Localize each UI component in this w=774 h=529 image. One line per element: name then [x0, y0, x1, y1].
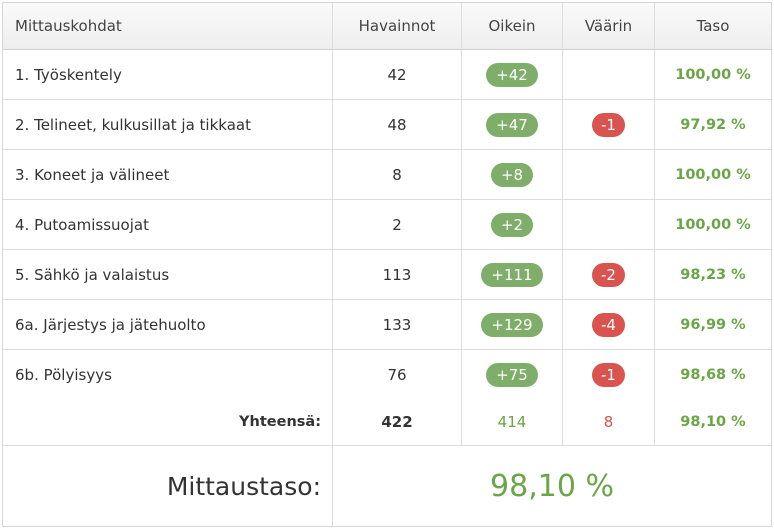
totals-level: 98,10 %: [680, 414, 746, 430]
header-correct: Oikein: [462, 3, 563, 49]
row-correct: +75: [462, 350, 563, 400]
row-observations: 2: [333, 200, 462, 249]
totals-correct: 414: [462, 399, 563, 445]
row-level: 100,00 %: [675, 216, 751, 233]
correct-badge: +47: [486, 112, 538, 137]
row-level: 100,00 %: [675, 166, 751, 183]
row-wrong: -2: [563, 250, 655, 299]
row-wrong: -1: [563, 100, 655, 149]
table-row: 1. Työskentely 42 +42 100,00 %: [3, 50, 771, 100]
correct-badge: +8: [490, 162, 534, 187]
table-row: 3. Koneet ja välineet 8 +8 100,00 %: [3, 150, 771, 200]
wrong-badge: -1: [592, 112, 625, 137]
summary-label: Mittaustaso:: [3, 446, 333, 526]
correct-badge: +75: [486, 363, 538, 387]
row-correct: +42: [462, 50, 563, 99]
table-row: 4. Putoamissuojat 2 +2 100,00 %: [3, 200, 771, 250]
totals-row: Yhteensä: 422 414 8 98,10 %: [3, 399, 771, 446]
row-label: 2. Telineet, kulkusillat ja tikkaat: [3, 100, 333, 149]
table-header: Mittauskohdat Havainnot Oikein Väärin Ta…: [3, 3, 771, 50]
row-label: 5. Sähkö ja valaistus: [3, 250, 333, 299]
row-correct: +111: [462, 250, 563, 299]
wrong-badge: -4: [592, 312, 625, 337]
row-wrong: [563, 150, 655, 199]
row-observations: 42: [333, 50, 462, 99]
row-level: 98,68 %: [680, 367, 746, 383]
header-item: Mittauskohdat: [3, 3, 333, 49]
row-label: 6b. Pölyisyys: [3, 350, 333, 400]
row-correct: +2: [462, 200, 563, 249]
row-wrong: -4: [563, 300, 655, 349]
wrong-badge: -2: [592, 262, 625, 287]
table-row: 6a. Järjestys ja jätehuolto 133 +129 -4 96,9…: [3, 300, 771, 350]
correct-badge: +2: [490, 212, 534, 237]
summary-value: 98,10 %: [490, 468, 614, 504]
row-correct: +129: [462, 300, 563, 349]
row-correct: +47: [462, 100, 563, 149]
row-observations: 8: [333, 150, 462, 199]
summary-row: Mittaustaso: 98,10 %: [3, 446, 771, 526]
row-label: 3. Koneet ja välineet: [3, 150, 333, 199]
table-row: 2. Telineet, kulkusillat ja tikkaat 48 +47…: [3, 100, 771, 150]
row-label: 4. Putoamissuojat: [3, 200, 333, 249]
header-observations: Havainnot: [333, 3, 462, 49]
totals-wrong: 8: [563, 399, 655, 445]
correct-badge: +129: [481, 312, 543, 337]
correct-badge: +111: [481, 262, 543, 287]
row-level: 96,99 %: [680, 316, 746, 333]
row-observations: 48: [333, 100, 462, 149]
row-label: 6a. Järjestys ja jätehuolto: [3, 300, 333, 349]
row-observations: 133: [333, 300, 462, 349]
row-observations: 113: [333, 250, 462, 299]
row-wrong: [563, 50, 655, 99]
row-correct: +8: [462, 150, 563, 199]
totals-label: Yhteensä:: [3, 399, 333, 445]
totals-observations: 422: [333, 399, 462, 445]
row-level: 100,00 %: [675, 66, 751, 83]
header-level: Taso: [696, 17, 730, 35]
header-wrong: Väärin: [563, 3, 655, 49]
table-row: 5. Sähkö ja valaistus 113 +111 -2 98,23 %: [3, 250, 771, 300]
row-level: 97,92 %: [680, 116, 746, 133]
wrong-badge: -1: [592, 363, 625, 387]
correct-badge: +42: [486, 62, 538, 87]
table-row: 6b. Pölyisyys 76 +75 -1 98,68 %: [3, 350, 771, 400]
row-level: 98,23 %: [680, 266, 746, 283]
row-observations: 76: [333, 350, 462, 400]
row-wrong: -1: [563, 350, 655, 400]
row-wrong: [563, 200, 655, 249]
row-label: 1. Työskentely: [3, 50, 333, 99]
